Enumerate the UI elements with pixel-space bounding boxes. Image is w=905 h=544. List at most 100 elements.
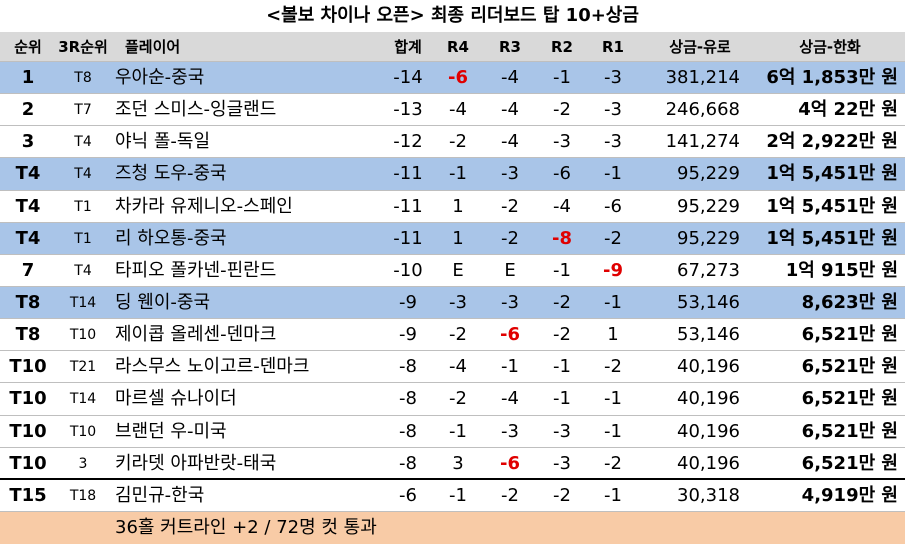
header-cell: 상금-유로 [669,38,731,56]
table-cell: 53,146 [677,324,740,346]
table-cell: -3 [604,99,622,121]
header-cell: R1 [602,38,624,56]
table-cell: -2 [501,195,519,217]
table-cell: -9 [399,292,417,313]
table-cell: -6 [604,195,622,217]
table-cell: -14 [393,67,423,88]
table-cell: 1억 5,451만 원 [766,163,898,185]
table-cell: -3 [553,452,571,474]
table-cell: -9 [603,259,623,281]
table-cell: -2 [553,292,571,313]
table-cell: -3 [604,67,622,88]
table-row: T8 T14 딩 웬이-중국 -9 -3 -3 -2 -1 53,146 8,623만 원 [0,287,905,320]
header-row: 순위 3R순위 플레이어 합계 R4 R3 R2 R1 상금-유로 상금-한화 [0,32,905,62]
table-cell: -1 [501,356,519,378]
table-cell: -4 [501,99,519,121]
table-cell: 6,521만 원 [801,356,898,378]
table-row: T4 T4 즈청 도우-중국 -11 -1 -3 -6 -1 95,229 1억 5,451만 원 [0,158,905,191]
table-cell: 1 [452,227,464,249]
table-cell: 김민규-한국 [115,484,205,506]
table-cell: 4억 22만 원 [798,99,898,121]
table-cell: 30,318 [677,484,740,506]
table-cell: 381,214 [665,67,740,88]
table-cell: -6 [553,163,571,185]
table-cell: -4 [501,67,519,88]
table-cell: T4 [74,262,92,279]
table-row: T10 T21 라스무스 노이고르-덴마크 -8 -4 -1 -1 -2 40,196 6,521… [0,351,905,384]
table-cell: -1 [449,484,467,506]
table-cell: T10 [9,356,47,378]
table-cell: -2 [553,484,571,506]
table-cell: -3 [553,420,571,442]
table-cell: 40,196 [677,388,740,410]
table-cell: 95,229 [677,227,740,249]
table-cell: -4 [501,388,519,410]
table-cell: T18 [69,487,97,504]
table-cell: -8 [399,356,417,378]
table-cell: 6억 1,853만 원 [766,67,898,88]
table-row: T4 T1 리 하오통-중국 -11 1 -2 -8 -2 95,229 1억 5,451만 원 [0,222,905,255]
table-cell: -6 [500,324,520,346]
table-cell: -1 [604,163,622,185]
table-cell: 브랜던 우-미국 [115,420,227,442]
table-cell: T14 [69,295,97,311]
table-cell: 6,521만 원 [801,324,898,346]
table-cell: -2 [553,99,571,121]
table-cell: 라스무스 노이고르-덴마크 [115,356,310,378]
table-cell: -3 [553,131,571,153]
table-cell: T4 [15,227,41,249]
table-cell: -1 [604,484,622,506]
table-cell: T1 [74,230,92,247]
table-cell: -2 [449,131,467,153]
table-cell: T10 [9,452,47,474]
table-row: T15 T18 김민규-한국 -6 -1 -2 -2 -1 30,318 4,919만 원 [0,480,905,512]
table-cell: 6,521만 원 [801,452,898,474]
table-row: 2 T7 조던 스미스-잉글랜드 -13 -4 -4 -2 -3 246,668 4억 22만 원 [0,94,905,127]
table-cell: 246,668 [665,99,740,121]
table-cell: -4 [553,195,571,217]
table-cell: T7 [74,102,92,119]
table-cell: 7 [21,259,35,281]
table-cell: 즈청 도우-중국 [115,163,227,185]
table-cell: 딩 웬이-중국 [115,292,211,313]
table-cell: 1억 5,451만 원 [766,195,898,217]
table-row: T10 T14 마르셀 슈나이더 -8 -2 -4 -1 -1 40,196 6,521만 원 [0,383,905,416]
table-cell: 2억 2,922만 원 [766,131,898,153]
header-cell: 3R순위 [58,38,108,56]
table-cell: -1 [553,67,571,88]
table-cell: 3 [21,131,35,153]
table-cell: 마르셀 슈나이더 [115,388,237,410]
table-cell: 1억 915만 원 [785,259,898,281]
table-cell: T1 [74,198,92,215]
table-cell: 95,229 [677,163,740,185]
table-cell: T8 [15,324,41,346]
table-cell: 리 하오통-중국 [115,227,227,249]
table-cell: -3 [449,292,467,313]
table-cell: 제이콥 올레센-덴마크 [115,324,277,346]
table-cell: 우아순-중국 [115,67,205,88]
table-cell: -1 [604,388,622,410]
header-cell: 합계 [394,38,422,56]
table-cell: 8,623만 원 [801,292,898,313]
table-cell: -11 [393,227,423,249]
table-cell: 차카라 유제니오-스페인 [115,195,293,217]
table-cell: T4 [74,134,92,151]
table-cell: T10 [9,388,47,410]
table-cell: -4 [449,99,467,121]
table-cell: -1 [553,356,571,378]
table-cell: -8 [399,420,417,442]
table-cell: -12 [393,131,423,153]
table-row: 1 T8 우아순-중국 -14 -6 -4 -1 -3 381,214 6억 1,853만 원 [0,62,905,95]
footer: 36홀 커트라인 +2 / 72명 컷 통과 [0,512,905,544]
table-cell: 타피오 폴카넨-핀란드 [115,259,277,281]
table-cell: 6,521만 원 [801,388,898,410]
table-cell: 3 [452,452,464,474]
table-row: T4 T1 차카라 유제니오-스페인 -11 1 -2 -4 -6 95,229 1억 5,451… [0,191,905,223]
table-cell: 1억 5,451만 원 [766,227,898,249]
table-cell: 1 [21,67,35,88]
table-cell: -8 [399,452,417,474]
table-cell: -1 [604,420,622,442]
table-cell: T4 [15,163,41,185]
table-cell: -1 [604,292,622,313]
table-cell: T10 [69,327,97,344]
